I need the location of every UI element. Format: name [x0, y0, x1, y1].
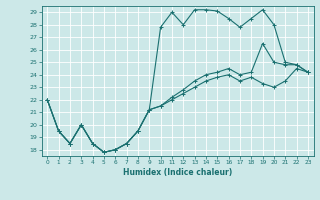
X-axis label: Humidex (Indice chaleur): Humidex (Indice chaleur): [123, 168, 232, 177]
